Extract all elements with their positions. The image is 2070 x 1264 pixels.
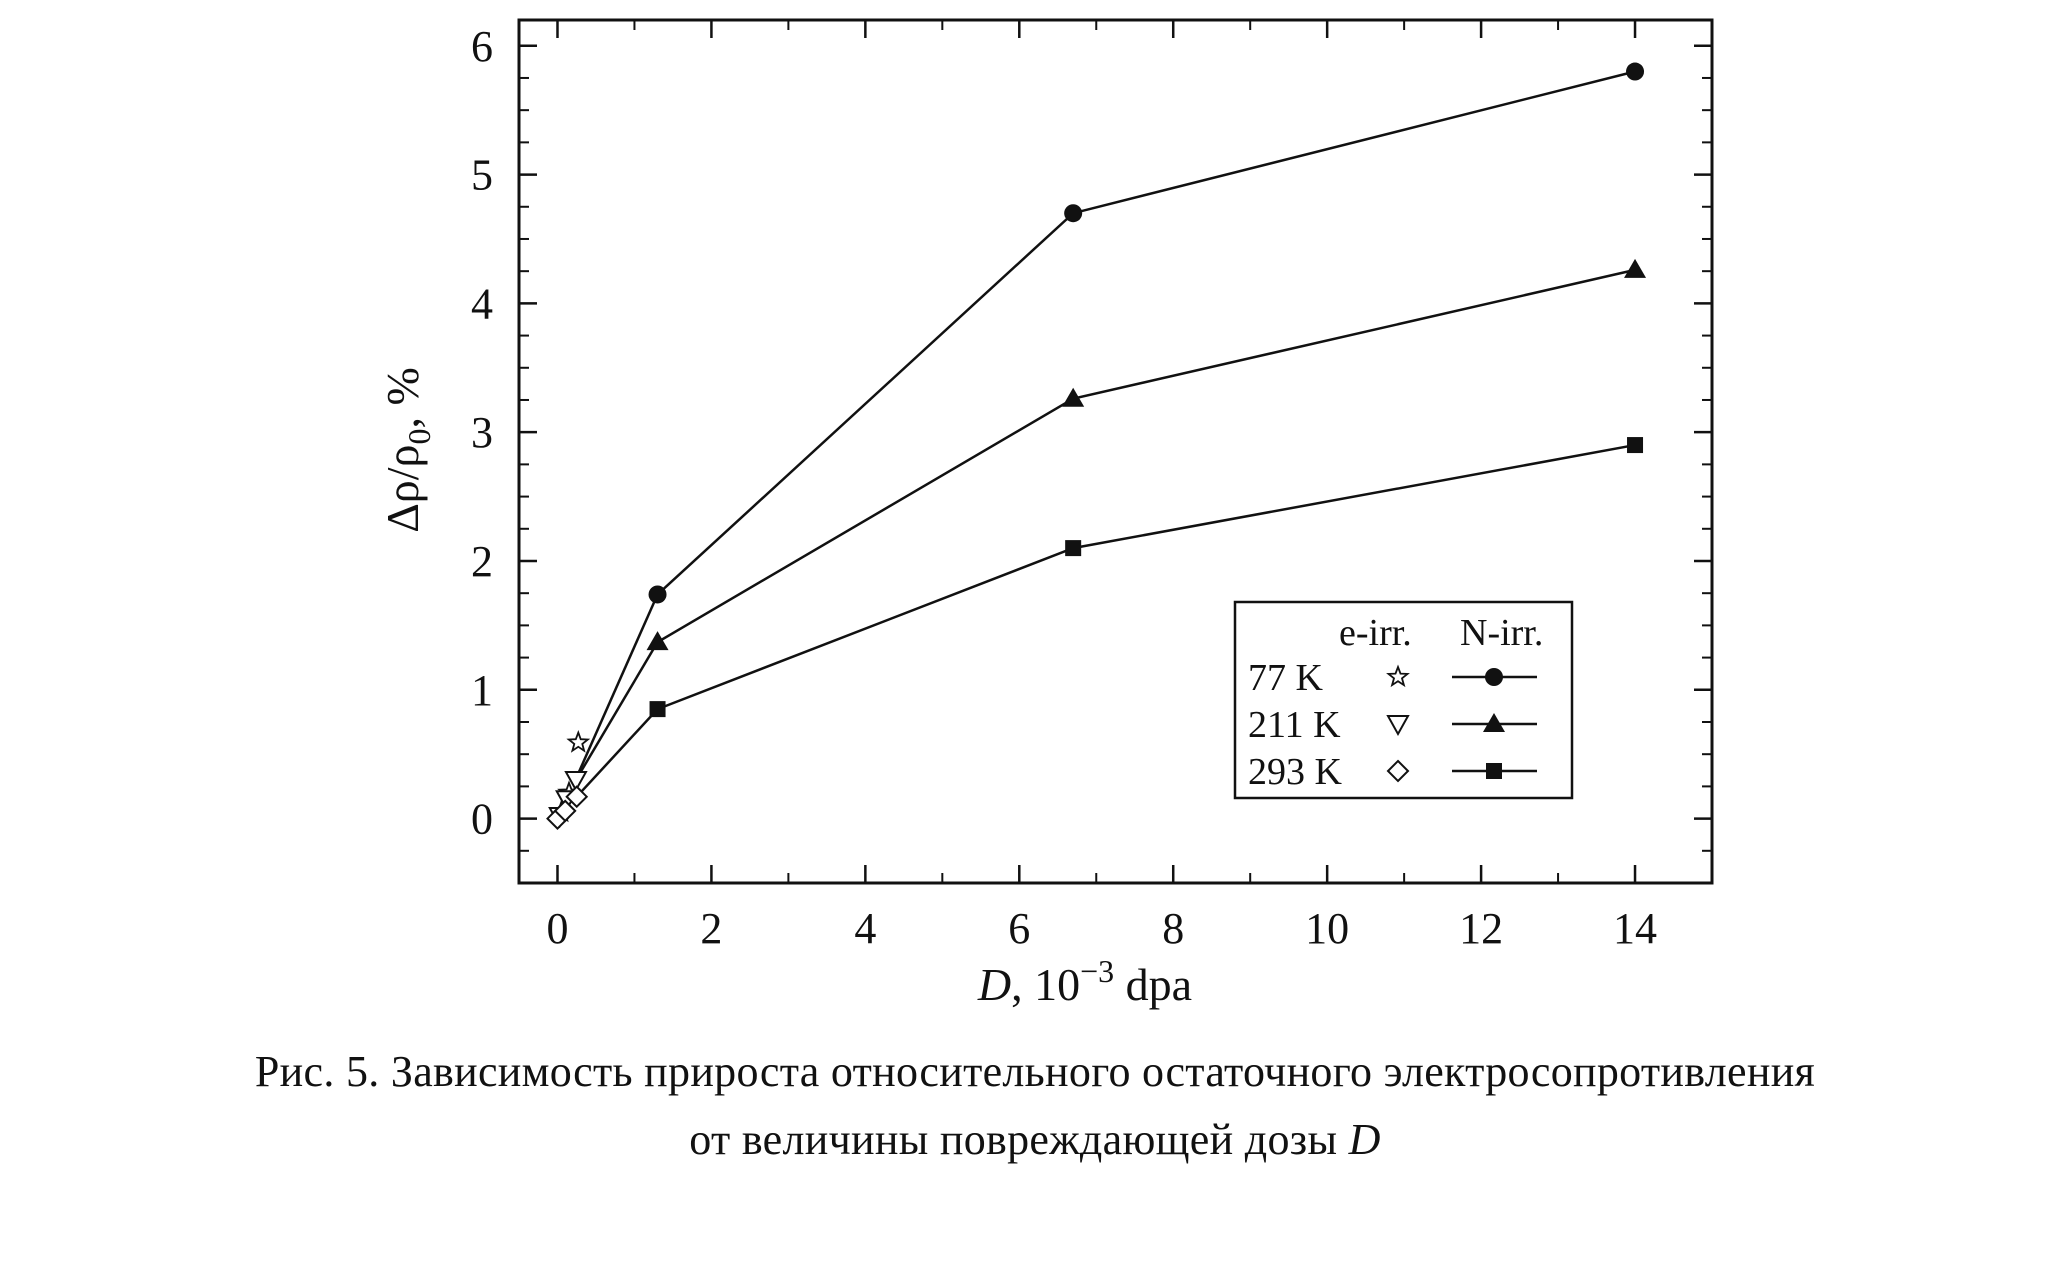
data-point-filled-circle [1064,204,1083,223]
data-point-open-diamond [565,785,589,809]
series-line [656,268,1636,644]
legend-marker-filled-circle [1485,668,1503,686]
x-tick-label: 2 [700,904,722,953]
x-tick-label: 10 [1305,904,1349,953]
y-tick-label: 0 [471,795,493,844]
x-tick-label: 14 [1613,904,1657,953]
legend-header-e-irr: e-irr. [1339,612,1412,654]
plot-frame [517,18,1714,885]
axis-ticks [519,20,1712,884]
legend-marker-open-star [1386,664,1410,688]
legend-label-293k: 293 K [1248,751,1343,793]
figure-caption-line-2: от величины повреждающей дозы D [0,1108,2070,1172]
data-point-filled-square [649,701,666,718]
legend-markers [1386,664,1537,783]
legend-marker-filled-square [1486,763,1502,779]
legend-marker-open-down-triangle [1386,715,1410,737]
legend-marker-open-diamond [1386,759,1410,783]
x-axis-label-sup: −3 [1080,953,1114,989]
data-point-filled-triangle [646,631,669,651]
caption-line-2-text: от величины повреждающей дозы [689,1115,1349,1164]
y-axis-label: Δρ/ρ0, % [377,367,437,533]
data-point-open-diamond [553,799,577,823]
x-tick-label: 0 [546,904,568,953]
x-tick-label: 4 [854,904,876,953]
y-tick-label: 4 [471,279,493,328]
connector-line [574,641,659,781]
connector-line [575,708,659,798]
y-tick-label: 3 [471,408,493,457]
x-tick-label: 12 [1459,904,1503,953]
x-axis-label-var: D [977,959,1011,1010]
figure-caption-line-1: Рис. 5. Зависимость прироста относительн… [254,1047,1816,1096]
legend-marker-filled-triangle [1483,713,1505,732]
y-tick-label: 1 [471,666,493,715]
y-axis-label-main: Δρ/ρ [377,445,428,533]
x-tick-label: 6 [1008,904,1030,953]
data-point-filled-square [1627,437,1644,454]
x-tick-labels: 0 2 4 6 8 10 12 14 [546,904,1657,953]
series-markers [546,62,1647,831]
x-tick-label: 8 [1162,904,1184,953]
connector-line [577,593,659,775]
legend-header-n-irr: N-irr. [1460,612,1543,654]
data-point-filled-circle [1626,62,1645,81]
x-axis-label-unit: dpa [1114,959,1192,1010]
legend-label-211k: 211 K [1248,704,1341,746]
data-point-open-down-triangle [564,770,588,793]
y-axis-label-rest: , % [377,367,428,428]
data-point-filled-square [1065,540,1082,557]
data-point-filled-triangle [1624,258,1647,278]
x-axis-label: D, 10−3 dpa [977,953,1192,1010]
legend-label-77k: 77 K [1248,657,1324,699]
data-point-filled-triangle [1062,387,1085,407]
x-axis-label-rest: , 10 [1011,959,1080,1010]
data-point-filled-circle [648,585,667,604]
y-tick-label: 2 [471,537,493,586]
series-line [656,70,1636,596]
y-tick-labels: 0 1 2 3 4 5 6 [471,22,493,844]
y-tick-label: 5 [471,151,493,200]
legend: e-irr. N-irr. 77 K 211 K 293 K [1233,600,1574,800]
caption-line-2-var: D [1348,1115,1381,1164]
y-tick-label: 6 [471,22,493,71]
y-axis-label-sub: 0 [401,429,437,445]
data-point-open-star [566,730,591,753]
